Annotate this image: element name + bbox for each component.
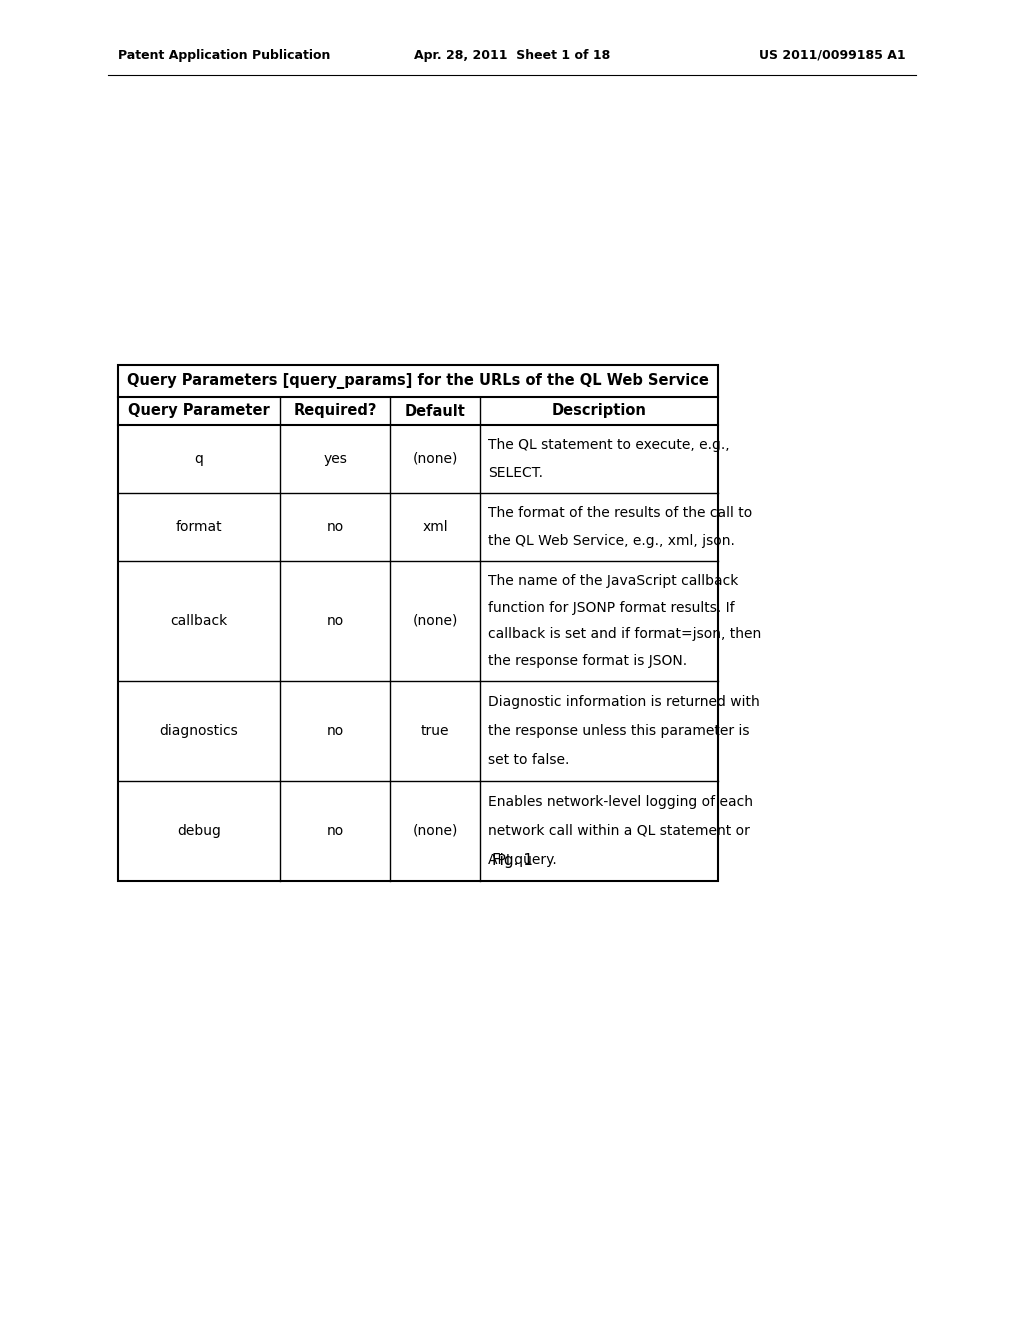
Text: callback: callback: [170, 614, 227, 628]
Text: (none): (none): [413, 824, 458, 838]
Text: function for JSONP format results. If: function for JSONP format results. If: [488, 601, 734, 615]
Text: yes: yes: [323, 451, 347, 466]
Text: Description: Description: [552, 404, 646, 418]
Text: Patent Application Publication: Patent Application Publication: [118, 49, 331, 62]
Text: no: no: [327, 824, 344, 838]
Text: true: true: [421, 723, 450, 738]
Text: no: no: [327, 520, 344, 535]
Text: set to false.: set to false.: [488, 752, 569, 767]
Text: Query Parameter: Query Parameter: [128, 404, 270, 418]
Text: Diagnostic information is returned with: Diagnostic information is returned with: [488, 696, 760, 709]
Text: no: no: [327, 614, 344, 628]
Text: diagnostics: diagnostics: [160, 723, 239, 738]
Text: The name of the JavaScript callback: The name of the JavaScript callback: [488, 574, 738, 587]
Text: Fig. 1: Fig. 1: [492, 853, 532, 867]
Text: debug: debug: [177, 824, 221, 838]
Text: Required?: Required?: [293, 404, 377, 418]
Text: Enables network-level logging of each: Enables network-level logging of each: [488, 796, 753, 809]
Text: (none): (none): [413, 614, 458, 628]
Text: API query.: API query.: [488, 853, 557, 866]
Text: The format of the results of the call to: The format of the results of the call to: [488, 507, 753, 520]
Text: (none): (none): [413, 451, 458, 466]
Text: format: format: [176, 520, 222, 535]
Text: xml: xml: [422, 520, 447, 535]
Text: the QL Web Service, e.g., xml, json.: the QL Web Service, e.g., xml, json.: [488, 533, 735, 548]
Text: Query Parameters [query_params] for the URLs of the QL Web Service: Query Parameters [query_params] for the …: [127, 374, 709, 389]
Text: Default: Default: [404, 404, 466, 418]
Text: Apr. 28, 2011  Sheet 1 of 18: Apr. 28, 2011 Sheet 1 of 18: [414, 49, 610, 62]
Text: callback is set and if format=json, then: callback is set and if format=json, then: [488, 627, 761, 642]
Text: network call within a QL statement or: network call within a QL statement or: [488, 824, 750, 838]
Text: The QL statement to execute, e.g.,: The QL statement to execute, e.g.,: [488, 438, 730, 453]
Text: no: no: [327, 723, 344, 738]
Text: the response unless this parameter is: the response unless this parameter is: [488, 723, 750, 738]
Bar: [118, 366, 718, 880]
Text: the response format is JSON.: the response format is JSON.: [488, 653, 687, 668]
Text: SELECT.: SELECT.: [488, 466, 543, 479]
Text: q: q: [195, 451, 204, 466]
Text: US 2011/0099185 A1: US 2011/0099185 A1: [760, 49, 906, 62]
